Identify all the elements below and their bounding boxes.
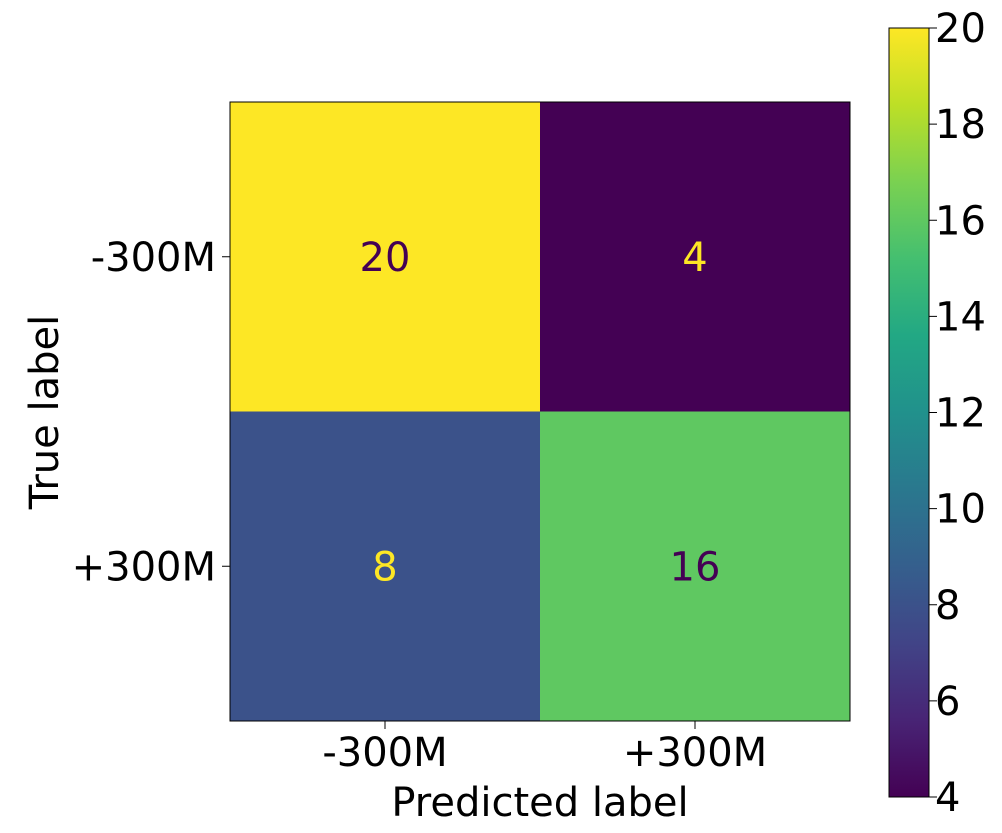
colorbar-tick-label: 18 — [935, 102, 986, 148]
plot-frame — [229, 101, 851, 722]
cell-value-label: 4 — [682, 235, 707, 281]
x-tick-label: -300M — [322, 730, 447, 776]
cell-value-label: 20 — [360, 235, 411, 281]
colorbar-tick-label: 10 — [935, 487, 986, 533]
y-tick-label: +300M — [72, 544, 216, 590]
matrix-cell — [230, 102, 541, 412]
colorbar-gradient — [889, 28, 929, 797]
matrix-cell — [230, 411, 541, 722]
colorbar-tick-label: 16 — [935, 198, 986, 244]
colorbar-tick-label: 12 — [935, 391, 986, 437]
x-axis-ticks: -300M +300M — [322, 721, 767, 776]
x-axis-label: Predicted label — [391, 780, 688, 826]
colorbar-tick-label: 14 — [935, 294, 986, 340]
y-axis-ticks: -300M +300M — [72, 235, 230, 590]
matrix-cells — [230, 102, 851, 722]
matrix-cell — [540, 102, 851, 412]
colorbar-tick-label: 4 — [935, 775, 960, 821]
x-tick-label: +300M — [623, 730, 767, 776]
colorbar-tick-label: 6 — [935, 679, 960, 725]
cell-value-label: 8 — [372, 544, 397, 590]
cell-value-label: 16 — [670, 544, 721, 590]
colorbar-tick-label: 20 — [935, 6, 986, 52]
colorbar-tick-label: 8 — [935, 583, 960, 629]
colorbar: 4 6 8 10 12 14 16 18 20 — [888, 6, 986, 821]
matrix-cell — [540, 411, 851, 722]
colorbar-ticks: 4 6 8 10 12 14 16 18 20 — [929, 6, 986, 821]
y-axis-label: True label — [22, 315, 68, 510]
y-tick-label: -300M — [91, 235, 216, 281]
cell-value-labels: 20 4 8 16 — [360, 235, 721, 591]
